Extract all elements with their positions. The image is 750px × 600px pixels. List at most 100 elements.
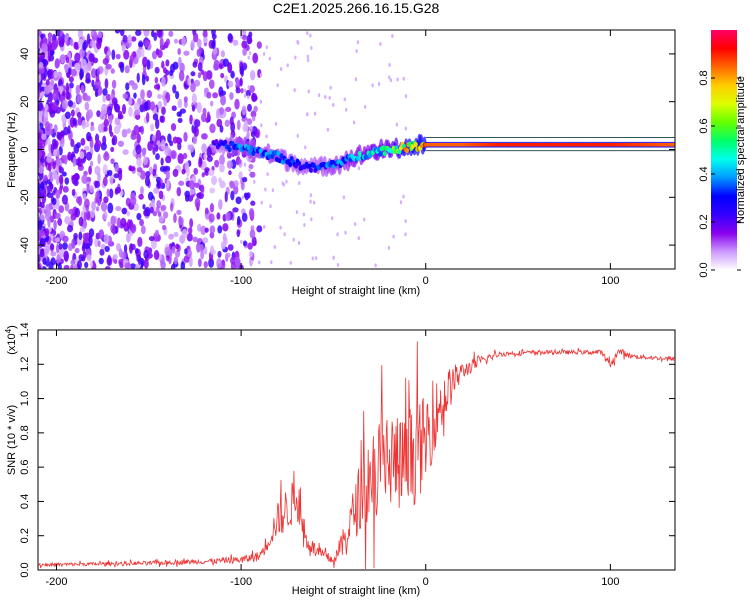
- spectrogram-cell: [250, 200, 256, 206]
- spectrogram-cell: [183, 100, 188, 109]
- spectrogram-cell: [191, 105, 196, 112]
- spectrogram-cell: [298, 181, 301, 186]
- spectrogram-cell: [79, 151, 85, 160]
- spectrogram-cell: [262, 224, 266, 229]
- spectrogram-cell: [256, 225, 263, 233]
- spectrogram-cell: [160, 204, 167, 211]
- spectrogram-cell: [402, 194, 405, 199]
- snr-y-ticks: 0.0 0.2 0.4 0.6 0.8 1.0 1.2 1.4: [19, 322, 675, 578]
- spectrogram-cell: [100, 201, 108, 212]
- spectrogram-cell: [71, 174, 78, 185]
- spectrogram-cell: [58, 85, 64, 93]
- spectrogram-cell: [53, 70, 58, 78]
- spectrogram-cell: [254, 130, 260, 138]
- spectrogram-cell: [67, 100, 74, 108]
- spectrogram-cell: [311, 256, 315, 261]
- spectrogram-cell: [75, 84, 81, 96]
- spectrogram-cell: [115, 205, 122, 212]
- spectrogram-cell: [69, 219, 74, 227]
- spectrogram-cell: [55, 157, 61, 167]
- spectrogram-cell: [165, 69, 170, 76]
- snr-x-tick-label: 0: [423, 576, 429, 588]
- spectrogram-cell: [274, 121, 278, 126]
- spectrogram-cell: [122, 149, 129, 156]
- spectrogram-cell: [151, 134, 156, 142]
- spectrogram-cell: [262, 51, 266, 56]
- spectrogram-cell: [144, 40, 150, 48]
- spectrogram-cell: [95, 139, 102, 148]
- spectrogram-cell: [168, 30, 174, 37]
- snr-series-line: [38, 341, 675, 570]
- spectrogram-cell: [324, 95, 327, 100]
- spectrogram-cell: [344, 230, 347, 235]
- spectrogram-cell: [202, 30, 208, 38]
- spectrogram-cell: [356, 40, 360, 45]
- spectrogram-cell: [279, 67, 283, 72]
- spectrogram-cell: [243, 88, 247, 93]
- spectrogram-cell: [285, 179, 288, 184]
- spectrogram-cell: [314, 256, 318, 261]
- spectrogram-cell: [244, 121, 247, 126]
- spectrogram-cell: [82, 193, 87, 200]
- spectrogram-cell: [242, 176, 248, 183]
- spectrogram-cell: [172, 168, 179, 178]
- spectrogram-cell: [53, 142, 58, 150]
- spectrogram-cell: [69, 38, 74, 47]
- spectrogram-cell: [343, 97, 347, 102]
- spectrogram-cell: [38, 139, 43, 151]
- spectrogram-cell: [178, 180, 185, 186]
- spectrogram-cell: [68, 76, 74, 83]
- spectrogram-cell: [171, 246, 176, 254]
- spectrogram-cell: [108, 115, 113, 125]
- spectrogram-cell: [53, 219, 57, 231]
- spectrogram-cell: [79, 68, 85, 80]
- snr-y-tick-label: 1.0: [19, 391, 31, 406]
- spectrogram-cell: [114, 186, 122, 194]
- spectrogram-cell: [203, 261, 208, 269]
- spectrogram-cell: [38, 220, 43, 231]
- spectrogram-cell: [119, 62, 125, 73]
- spectrogram-cell: [196, 223, 202, 232]
- spectrogram-cell: [220, 94, 227, 106]
- spectrogram-cell: [186, 166, 190, 177]
- spectrogram-cell: [74, 247, 80, 254]
- spectrogram-cell: [317, 93, 321, 98]
- snr-x-ticks: -200 -100 0 100: [45, 330, 620, 588]
- spectrogram-cell: [381, 145, 386, 151]
- spectrogram-cell: [328, 95, 331, 100]
- spectrogram-cell: [389, 78, 393, 83]
- spectrogram-cell: [74, 52, 81, 63]
- spectrogram-cell: [211, 40, 216, 50]
- spectrogram-cell: [191, 93, 197, 104]
- spectrogram-cell: [41, 42, 48, 54]
- spectrogram-cell: [199, 244, 204, 252]
- spectrogram-cell: [164, 145, 170, 153]
- spectrogram-cell: [78, 231, 83, 240]
- spectrogram-cell: [44, 228, 50, 237]
- spectrogram-cell: [121, 104, 127, 115]
- spectrogram-cell: [396, 77, 399, 82]
- spectrogram-cell: [201, 172, 205, 178]
- spectrogram-cell: [47, 32, 53, 39]
- spectrogram-cell: [163, 211, 169, 219]
- spectrogram-cell: [250, 225, 255, 231]
- spectrogram-cell: [38, 247, 41, 256]
- spectrogram-cell: [109, 188, 114, 199]
- spectrogram-cell: [136, 212, 142, 221]
- spectrogram-cell: [236, 229, 241, 238]
- spectrogram-cell: [170, 123, 177, 131]
- spectrogram-cell: [124, 262, 131, 269]
- spectrogram-cell: [90, 68, 97, 79]
- spectrogram-cell: [193, 32, 199, 43]
- spectrogram-cell: [213, 59, 220, 71]
- spectrogram-cell: [81, 174, 88, 184]
- spectrogram-cell: [66, 224, 74, 233]
- spectrogram-cell: [49, 49, 55, 56]
- spectrogram-cell: [71, 188, 76, 197]
- spectrogram-cell: [249, 125, 253, 130]
- spectrogram-cell: [106, 105, 113, 116]
- spectrogram-cell: [149, 101, 156, 111]
- spectrogram-cell: [67, 151, 72, 161]
- spectrogram-cell: [107, 221, 111, 227]
